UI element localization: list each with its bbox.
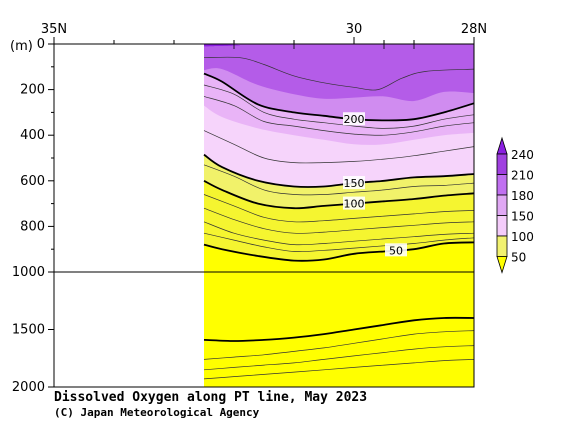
thin-contour xyxy=(203,232,475,252)
thin-contour xyxy=(203,330,475,360)
contour-150 xyxy=(203,153,475,188)
contour-200 xyxy=(203,72,475,122)
contour-100 xyxy=(203,179,475,210)
oxygen-bands xyxy=(204,44,474,387)
colorbar-swatch xyxy=(496,174,508,196)
colorbar-label-180: 180 xyxy=(511,189,534,203)
x-tick-label: 30 xyxy=(346,22,363,37)
y-tick-label: 1000 xyxy=(12,265,45,280)
colorbar-top-arrow xyxy=(496,136,508,155)
thin-contours xyxy=(203,56,475,380)
x-axis: 35N 30 28N xyxy=(41,22,487,49)
colorbar-label-50: 50 xyxy=(511,251,526,265)
thin-contour xyxy=(203,164,475,196)
y-tick-label: 1500 xyxy=(12,323,45,338)
colorbar-legend: 240 210 180 150 100 50 xyxy=(496,136,534,274)
y-tick-label: 600 xyxy=(20,174,45,189)
plot-border xyxy=(53,43,475,388)
colorbar-label-100: 100 xyxy=(511,230,534,244)
y-tick-label: 0 xyxy=(37,37,45,52)
bold-contours xyxy=(203,72,475,342)
y-tick-label: 2000 xyxy=(12,380,45,395)
colorbar-label-150: 150 xyxy=(511,210,534,224)
chart-title: Dissolved Oxygen along PT line, May 2023 xyxy=(54,390,367,405)
thin-contour xyxy=(203,221,475,246)
contour-label-200: 200 xyxy=(344,113,365,126)
thin-contour xyxy=(203,194,475,223)
thin-contour xyxy=(203,207,475,234)
colorbar-bottom-arrow xyxy=(496,256,508,274)
contour-label-50: 50 xyxy=(389,244,403,257)
contour-label-bg xyxy=(343,176,365,190)
contour-label-100: 100 xyxy=(344,198,365,211)
contour-label-150: 150 xyxy=(344,177,365,190)
colorbar-swatch xyxy=(496,215,508,237)
y-tick-label: 200 xyxy=(20,83,45,98)
colorbar-label-210: 210 xyxy=(511,169,534,183)
y-tick-label: 800 xyxy=(20,219,45,234)
plot-frame xyxy=(53,43,475,388)
y-axis-unit-label: (m) xyxy=(10,39,33,54)
colorbar-swatch xyxy=(496,235,508,257)
contour-label-bg xyxy=(385,243,407,257)
colorbar-swatch xyxy=(496,194,508,216)
thin-contour xyxy=(203,359,475,380)
band-210-240 xyxy=(204,44,474,102)
y-axis: 0 200 400 600 800 1000 1500 2000 xyxy=(12,37,54,395)
y-tick-label: 400 xyxy=(20,128,45,143)
x-tick-label: 35N xyxy=(41,22,67,37)
colorbar-label-240: 240 xyxy=(511,148,534,162)
thin-contour xyxy=(203,84,475,129)
contour-label-bg xyxy=(343,112,365,126)
contour-labels: 200 150 100 50 xyxy=(343,112,407,257)
thin-contour xyxy=(203,130,475,164)
contour-label-bg xyxy=(343,196,365,210)
thin-contour xyxy=(203,56,475,91)
contour-50 xyxy=(203,316,475,342)
colorbar-swatch xyxy=(496,153,508,175)
band-core xyxy=(204,44,240,47)
thin-contour xyxy=(203,345,475,371)
x-tick-label: 28N xyxy=(461,22,487,37)
chart-credit: (C) Japan Meteorological Agency xyxy=(54,406,260,419)
contour-50 xyxy=(203,241,475,262)
thin-contour xyxy=(203,96,475,136)
